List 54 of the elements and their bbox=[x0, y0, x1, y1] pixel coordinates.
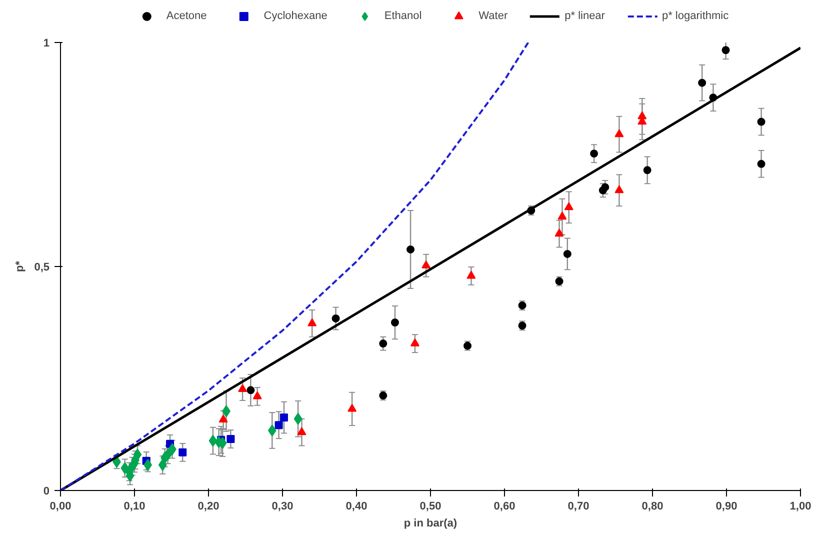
x-tick-label: 0,50 bbox=[420, 500, 442, 512]
point bbox=[238, 384, 248, 392]
point bbox=[698, 78, 706, 87]
point bbox=[297, 427, 306, 436]
point bbox=[379, 340, 388, 348]
y-axis-title: p* bbox=[14, 260, 26, 272]
x-tick-label: 0,70 bbox=[568, 500, 590, 512]
x-tick-label: 0,20 bbox=[198, 500, 220, 512]
point bbox=[332, 314, 340, 322]
point bbox=[564, 202, 574, 210]
point bbox=[308, 318, 317, 326]
x-tick-label: 0,00 bbox=[50, 500, 72, 512]
x-axis-title: p in bar(a) bbox=[404, 518, 458, 530]
x-tick-label: 0,40 bbox=[346, 500, 368, 512]
x-tick-label: 0,30 bbox=[272, 500, 294, 512]
point bbox=[757, 118, 766, 126]
point bbox=[246, 386, 255, 394]
x-tick-label: 0,10 bbox=[124, 500, 146, 512]
x-tick-label: 0,80 bbox=[642, 500, 664, 512]
point bbox=[643, 166, 652, 174]
x-tick-label: 1,00 bbox=[790, 500, 812, 512]
legend-label: p* linear bbox=[564, 10, 605, 22]
point bbox=[133, 448, 142, 461]
point bbox=[390, 318, 399, 326]
point bbox=[294, 412, 302, 425]
point bbox=[268, 424, 276, 436]
legend-label: Cyclohexane bbox=[264, 10, 328, 22]
point bbox=[410, 338, 420, 346]
x-tick-label: 0,90 bbox=[716, 500, 738, 512]
point bbox=[614, 129, 624, 138]
x-tick-label: 0,60 bbox=[494, 500, 516, 512]
point bbox=[226, 434, 235, 443]
y-tick-label: 0,5 bbox=[34, 262, 50, 274]
point bbox=[208, 434, 218, 447]
point bbox=[590, 150, 598, 158]
point bbox=[218, 414, 228, 423]
point bbox=[406, 245, 415, 254]
point bbox=[178, 448, 187, 456]
point bbox=[563, 250, 572, 258]
point bbox=[722, 46, 730, 54]
point bbox=[252, 391, 262, 400]
legend-label: Water bbox=[478, 10, 508, 22]
point bbox=[757, 160, 766, 168]
point bbox=[614, 185, 624, 194]
point bbox=[422, 260, 431, 268]
point bbox=[466, 270, 476, 279]
legend-label: Acetone bbox=[166, 10, 207, 22]
y-tick-label: 1 bbox=[43, 38, 50, 50]
legend-label: Ethanol bbox=[384, 10, 422, 22]
y-tick-label: 0 bbox=[43, 486, 50, 498]
legend-label: p* logarithmic bbox=[662, 10, 729, 22]
point bbox=[348, 404, 357, 412]
point bbox=[280, 413, 288, 422]
point bbox=[274, 421, 283, 430]
